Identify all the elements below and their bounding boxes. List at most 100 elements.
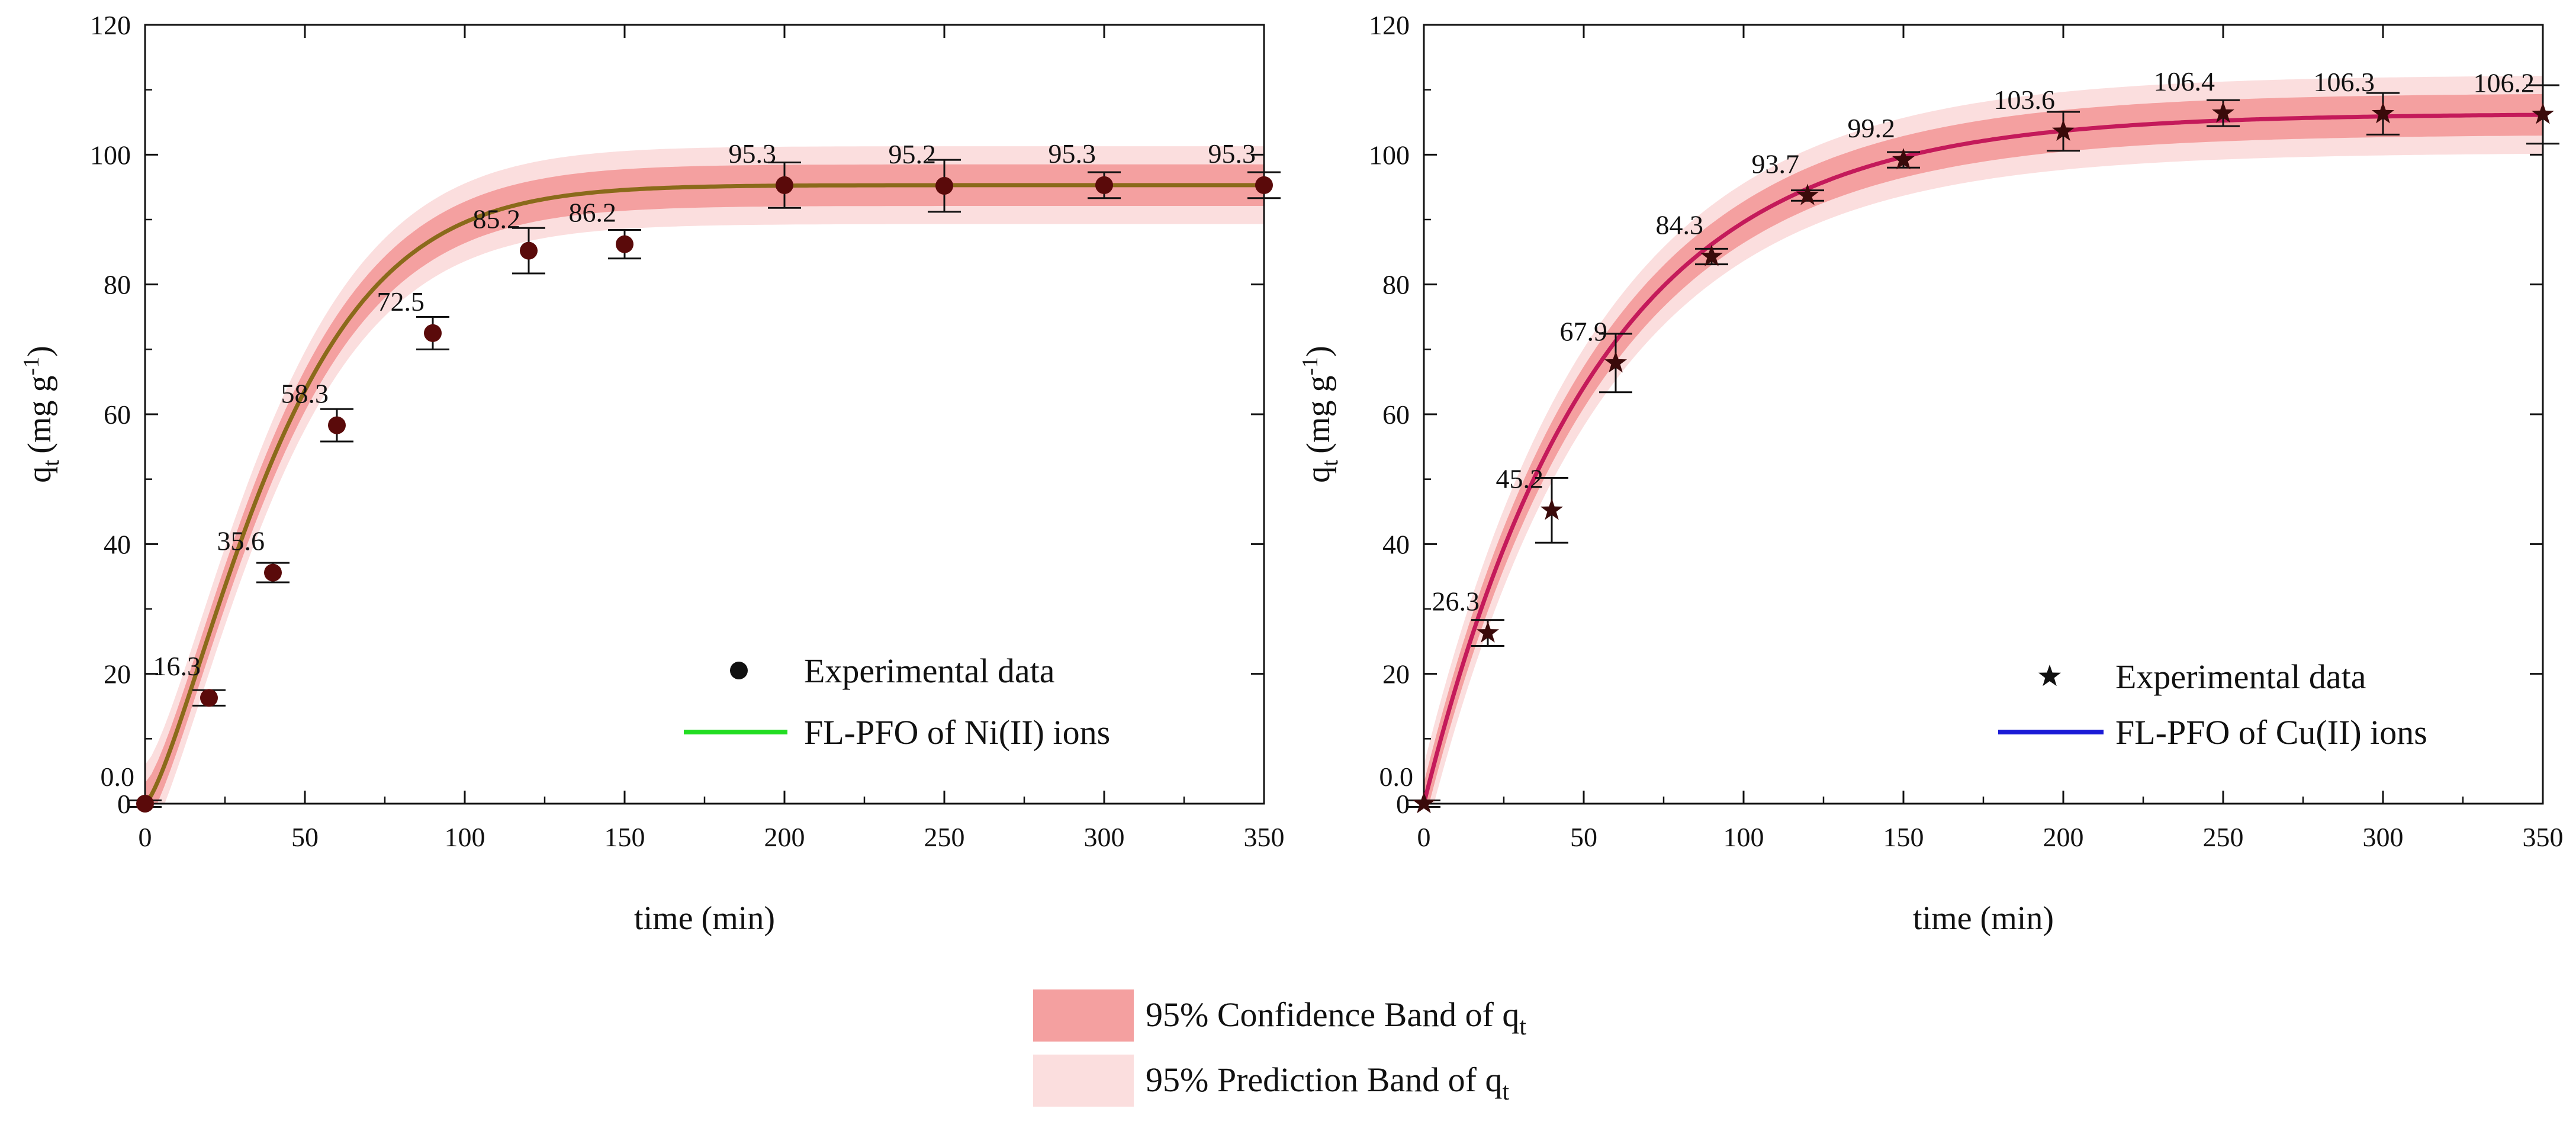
data-point [200,689,218,707]
y-axis-title-main: q [21,466,58,483]
prediction-band-swatch [1033,1055,1134,1107]
data-label: 16.3 [153,651,201,681]
y-tick-label: 120 [1369,10,1410,40]
data-point [2372,102,2394,124]
data-point [520,241,538,260]
x-tick-label: 150 [604,822,645,852]
data-point [1700,244,1723,266]
data-label: 26.3 [1432,586,1480,617]
data-point [136,795,154,813]
data-label: 45.2 [1496,463,1544,494]
chart-cu: 0 50 100 150 200 250 300 350 0 20 40 60 80 100 120 time… [1298,10,2564,937]
y-axis-title-unit: (mg g [1300,375,1337,453]
x-axis-title: time (min) [1913,900,2054,937]
chart-ni: 0 50 100 150 200 250 300 350 0 20 40 60 80 100 120 time… [19,10,1285,937]
data-label: 67.9 [1560,316,1608,346]
data-label: 0.0 [101,762,135,792]
y-tick-label: 20 [104,659,131,689]
data-point [2052,119,2075,141]
x-tick-label: 200 [764,822,805,852]
prediction-band-label: 95% Prediction Band of qt [1146,1060,1509,1105]
data-label: 0.0 [1379,762,1414,792]
x-tick-label: 50 [1570,822,1597,852]
y-tick-label: 60 [1382,399,1410,430]
x-tick-label: 100 [445,822,485,852]
data-label: 95.3 [1208,138,1256,169]
x-tick-label: 250 [2203,822,2244,852]
x-tick-label: 350 [2523,822,2564,852]
data-label: 35.6 [217,526,265,556]
y-tick-label: 80 [1382,270,1410,300]
confidence-band-label: 95% Confidence Band of qt [1146,995,1526,1040]
data-point [1477,621,1499,643]
x-tick-label: 300 [2363,822,2404,852]
data-point [1796,183,1819,205]
y-axis-title-close: ) [21,346,58,357]
data-point [1255,176,1273,194]
legend-experimental-label: Experimental data [2115,657,2366,696]
y-tick-label: 0 [117,789,131,819]
fit-curve [1422,112,2543,804]
legend-fit-label: FL-PFO of Cu(II) ions [2115,713,2427,752]
y-tick-label: 40 [1382,529,1410,559]
y-tick-label: 0 [1396,789,1410,819]
data-point [1541,498,1563,520]
y-tick-label: 100 [90,140,131,170]
y-tick-label: 80 [104,270,131,300]
data-label: 103.6 [1994,85,2056,115]
data-point [776,176,793,194]
x-axis-title: time (min) [634,900,775,937]
data-label: 72.5 [377,286,425,317]
data-point [935,176,953,195]
y-tick-label: 40 [104,529,131,559]
y-axis-title-sub: t [1316,460,1343,466]
data-label: 86.2 [569,198,617,228]
y-tick-label: 20 [1382,659,1410,689]
legend-experimental-label: Experimental data [804,652,1055,690]
data-label: 95.2 [889,139,937,169]
data-point [424,324,442,342]
x-tick-label: 250 [924,822,965,852]
data-point [1413,792,1435,814]
y-axis-title-sup: -1 [19,357,44,376]
data-point [328,416,346,434]
data-point [1892,148,1915,170]
y-axis-title: qt (mg g-1) [19,346,64,483]
x-tick-label: 350 [1244,822,1285,852]
legend-experimental-marker [2038,665,2061,686]
x-tick-label: 0 [1417,822,1431,852]
x-tick-label: 150 [1883,822,1924,852]
x-tick-label: 300 [1084,822,1125,852]
data-point [2532,102,2554,124]
y-tick-label: 120 [90,10,131,40]
data-label: 58.3 [281,379,329,409]
y-axis-title-sup: -1 [1298,357,1323,376]
y-axis-title-close: ) [1300,346,1337,357]
y-axis-title-unit: (mg g [21,375,58,453]
data-label: 93.7 [1752,149,1800,179]
data-point [1095,176,1113,194]
data-label: 106.2 [2474,67,2535,98]
bottom-legend: 95% Confidence Band of qt 95% Prediction… [1033,989,1526,1107]
legend-fit-label: FL-PFO of Ni(II) ions [804,713,1110,752]
y-tick-label: 60 [104,399,131,430]
data-point [616,235,633,253]
fit-curve [143,183,1264,805]
data-label: 99.2 [1848,113,1896,143]
x-tick-label: 200 [2043,822,2084,852]
data-point [1604,351,1627,373]
data-label: 106.3 [2314,67,2375,97]
data-label: 106.4 [2154,66,2215,96]
x-tick-label: 50 [291,822,319,852]
data-label: 85.2 [473,204,521,234]
confidence-band-swatch [1033,989,1134,1042]
data-point [2212,101,2234,123]
legend-experimental-marker [730,662,748,679]
data-label: 84.3 [1656,210,1704,240]
y-tick-label: 100 [1369,140,1410,170]
data-point [264,563,282,582]
y-axis-title-sub: t [37,460,64,466]
y-axis-title-main: q [1300,466,1337,483]
